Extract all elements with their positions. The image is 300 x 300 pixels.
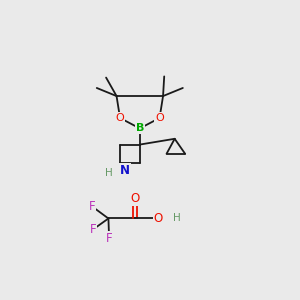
Text: F: F [89,200,95,213]
Text: H: H [173,214,181,224]
Text: O: O [116,113,124,123]
Text: N: N [120,164,130,177]
Text: O: O [154,212,163,225]
Text: H: H [104,168,112,178]
Text: O: O [155,113,164,123]
Text: O: O [130,192,140,206]
Text: F: F [106,232,112,244]
Text: B: B [136,123,144,134]
Text: F: F [89,223,96,236]
